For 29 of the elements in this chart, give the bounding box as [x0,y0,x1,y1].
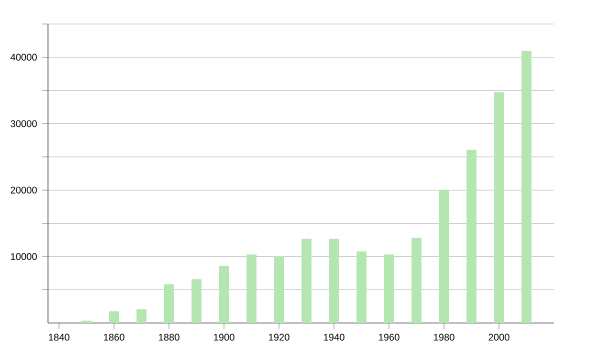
bar [109,311,119,323]
bar [329,238,339,323]
bar [246,254,256,323]
x-tick-label: 1900 [214,334,234,341]
bar [494,92,504,323]
x-tick-label: 1980 [434,334,454,341]
bar [136,309,146,323]
bar [274,256,284,323]
y-tick-label: 10000 [11,253,37,260]
bar [384,254,394,323]
y-tick-label: 30000 [10,120,37,128]
x-tick-label: 1880 [158,334,180,341]
bar [439,190,449,323]
y-tick-label: 40000 [10,54,37,61]
y-tick-label: 20000 [10,186,37,194]
x-tick-label: 2000 [488,334,510,341]
x-tick-label: 1960 [378,334,400,341]
x-tick-label: 1860 [104,334,124,341]
x-tick-label: 1840 [48,334,70,341]
bar [302,238,312,323]
bar [466,150,476,323]
bar [412,238,422,323]
bar [522,50,532,323]
bar [164,284,174,323]
bar [219,266,229,323]
bar [192,279,202,323]
bar [356,251,366,323]
x-tick-label: 1940 [324,334,344,341]
x-tick-label: 1920 [268,334,290,341]
